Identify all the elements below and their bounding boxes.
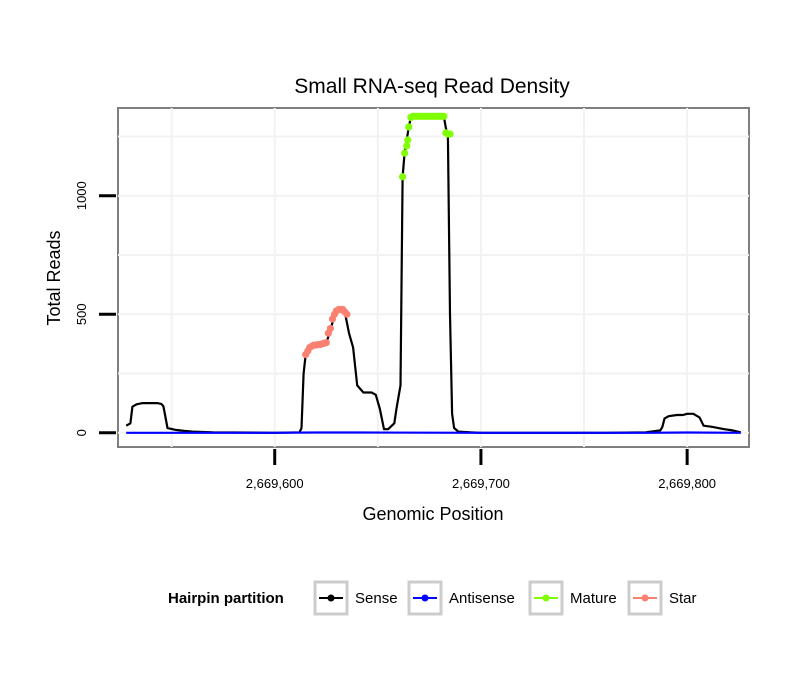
x-tick-label: 2,669,700	[452, 476, 510, 491]
data-point-star	[326, 324, 334, 333]
legend-key-point	[542, 594, 550, 602]
x-axis-label: Genomic Position	[362, 504, 503, 524]
data-point-mature	[446, 130, 454, 138]
data-point-mature	[398, 173, 407, 181]
legend-label: Antisense	[449, 590, 515, 607]
y-tick-label: 500	[74, 303, 89, 325]
y-axis: 0 500 1000	[74, 181, 116, 436]
legend-title: Hairpin partition	[168, 590, 284, 607]
legend-item-antisense: Antisense	[407, 580, 515, 616]
series-mature	[398, 112, 454, 181]
data-point-mature	[404, 136, 412, 144]
x-tick-label: 2,669,600	[246, 476, 304, 491]
legend-label: Star	[669, 590, 697, 607]
legend-label: Sense	[355, 590, 398, 607]
data-point-mature	[405, 123, 413, 131]
data-point-star	[322, 339, 330, 347]
legend-item-mature: Mature	[528, 580, 617, 616]
y-tick-label: 1000	[74, 181, 89, 210]
data-point-mature	[401, 149, 409, 157]
chart-title: Small RNA-seq Read Density	[294, 75, 570, 98]
y-axis-label: Total Reads	[44, 230, 64, 325]
legend-label: Mature	[570, 590, 617, 607]
legend-key-point	[641, 594, 649, 602]
legend: Hairpin partition Sense Antisense Mature St…	[168, 580, 697, 616]
data-point-mature	[440, 112, 448, 120]
series-star	[302, 305, 351, 359]
legend-item-sense: Sense	[313, 580, 398, 616]
series-layer	[125, 112, 742, 434]
plot-panel	[117, 107, 750, 448]
x-tick-label: 2,669,800	[658, 476, 716, 491]
legend-key-point	[327, 594, 335, 602]
legend-item-star: Star	[627, 580, 697, 616]
legend-key-point	[421, 594, 429, 602]
y-tick-label: 0	[74, 429, 89, 436]
x-axis: 2,669,600 2,669,700 2,669,800	[246, 449, 716, 491]
data-point-star	[343, 310, 351, 318]
data-point-mature	[403, 142, 411, 150]
